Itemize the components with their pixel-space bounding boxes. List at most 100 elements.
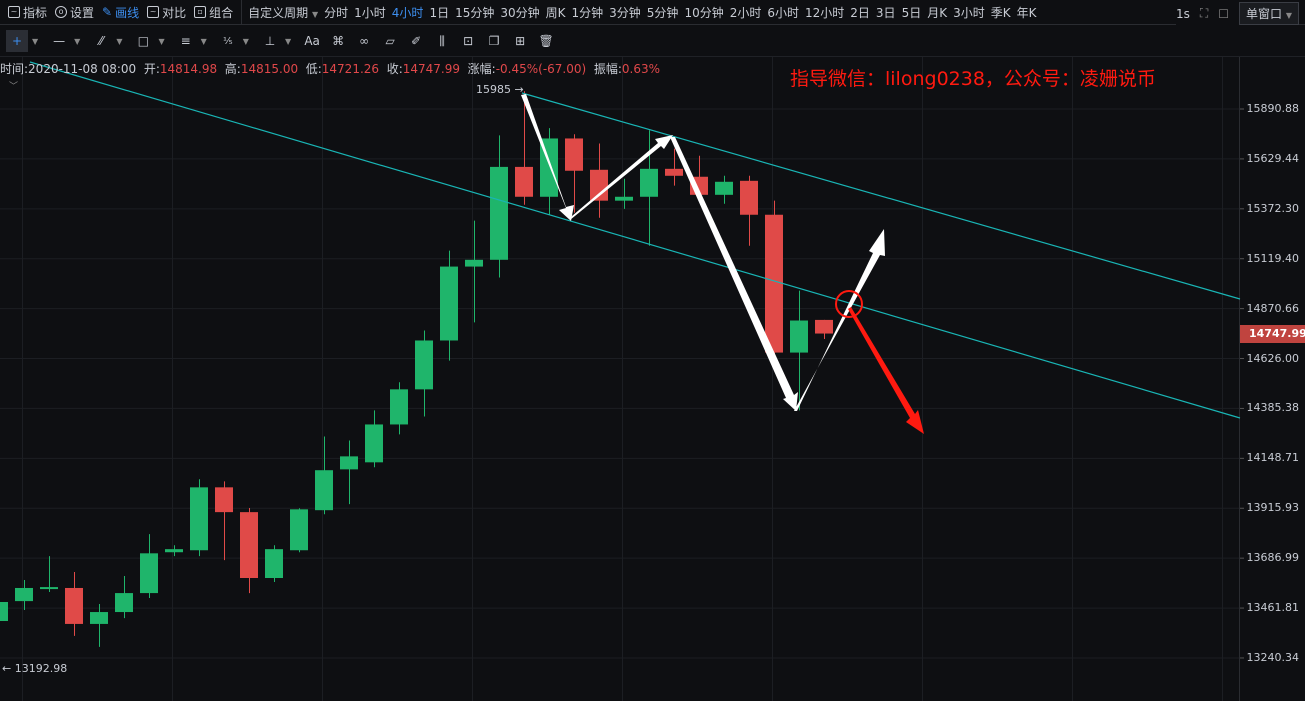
period-15[interactable]: 3日 xyxy=(875,5,896,20)
price-tick-label: 14870.66 xyxy=(1246,301,1300,315)
copy-icon[interactable]: ❐ xyxy=(488,34,500,48)
amplitude-value: 0.63% xyxy=(621,62,660,76)
candle xyxy=(640,130,658,246)
period-5[interactable]: 30分钟 xyxy=(500,5,540,20)
period-12[interactable]: 6小时 xyxy=(767,5,799,20)
chevron-down-icon[interactable]: ▼ xyxy=(74,36,81,46)
low-marker: ← 13192.98 xyxy=(2,662,68,675)
period-6[interactable]: 周K xyxy=(545,5,566,20)
period-18[interactable]: 3小时 xyxy=(953,5,985,20)
candle xyxy=(65,572,83,636)
rectangle-tool[interactable]: □ xyxy=(137,34,150,48)
price-tick-label: 14626.00 xyxy=(1246,351,1300,365)
period-20[interactable]: 年K xyxy=(1016,5,1037,20)
candle xyxy=(715,175,733,204)
candle-body xyxy=(615,196,633,201)
screenshot-icon[interactable]: ⊞ xyxy=(515,34,526,48)
candle xyxy=(0,601,8,622)
candle-body xyxy=(140,553,158,594)
candle-body xyxy=(790,320,808,353)
period-13[interactable]: 12小时 xyxy=(805,5,845,20)
ruler-icon[interactable]: ▱ xyxy=(385,34,395,48)
trend-line-tool[interactable]: ⁄⁄ xyxy=(99,34,104,48)
period-0[interactable]: 分时 xyxy=(324,5,349,20)
chevron-down-icon[interactable]: ▼ xyxy=(284,36,292,46)
period-3[interactable]: 1日 xyxy=(429,5,450,20)
chevron-down-icon[interactable]: ▼ xyxy=(32,36,39,46)
parallel-lines-tool[interactable]: ≡ xyxy=(180,34,191,48)
price-tick-label: 14385.38 xyxy=(1246,401,1300,415)
delete-icon[interactable]: 🗑 xyxy=(538,34,554,48)
period-active[interactable]: 4小时 xyxy=(391,5,424,20)
chevron-down-icon[interactable]: ▼ xyxy=(116,36,123,46)
period-14[interactable]: 2日 xyxy=(850,5,870,20)
down-arrow-1 xyxy=(521,94,574,221)
toolbar-settings[interactable]: o 设置 xyxy=(55,4,94,21)
period-4[interactable]: 15分钟 xyxy=(455,5,495,20)
chevron-down-icon: ▼ xyxy=(311,9,319,19)
candle-body xyxy=(190,487,208,551)
horizontal-line-tool[interactable]: — xyxy=(53,34,66,48)
lock-icon[interactable]: ⊡ xyxy=(463,34,474,48)
candle xyxy=(140,534,158,598)
candle xyxy=(340,440,358,505)
drawing-toolbar: + ▼ — ▼ ⁄⁄ ▼ □ ▼ ≡ ▼ ⅟₅ ▼ ⊥ ▼ Aa ⌘ ∞ ▱ ✐ ⫼ ⊡ ❐ … xyxy=(0,26,1305,57)
down-arrow-2 xyxy=(670,137,798,411)
new-window-icon[interactable]: ☐ xyxy=(1218,6,1229,21)
candlestick-chart[interactable] xyxy=(0,57,1305,701)
top-toolbar: ~ 指标 o 设置 ✎ 画线 ~ 对比 ▫ 组合 自定义周期 ▼ 分时 1小时 4小时 1日 15… xyxy=(0,0,1305,25)
candles-icon[interactable]: ⫼ xyxy=(439,33,445,48)
pattern-icon[interactable]: ⌘ xyxy=(332,34,345,48)
candles xyxy=(0,91,833,647)
period-17[interactable]: 月K xyxy=(927,5,948,20)
collapse-icon[interactable]: ﹀ xyxy=(9,82,19,92)
candle-body xyxy=(515,166,533,197)
window-mode-dropdown[interactable]: 单窗口 ▼ xyxy=(1239,2,1299,25)
candle xyxy=(115,576,133,619)
candle-body xyxy=(340,456,358,470)
candle xyxy=(390,382,408,435)
change-value: -0.45%(-67.00) xyxy=(495,62,587,76)
candle xyxy=(490,135,508,278)
chevron-down-icon: ▼ xyxy=(1285,11,1292,20)
fibonacci-tool[interactable]: ⅟₅ xyxy=(222,35,233,47)
price-tick-label: 14148.71 xyxy=(1246,451,1300,465)
candle xyxy=(440,250,458,361)
toolbar-compare[interactable]: ~ 对比 xyxy=(147,4,186,21)
candle-body xyxy=(640,168,658,197)
period-9[interactable]: 5分钟 xyxy=(646,5,679,20)
candle xyxy=(615,178,633,209)
link-icon[interactable]: ∞ xyxy=(359,34,370,48)
text-tool[interactable]: Aa xyxy=(304,34,320,48)
brush-icon[interactable]: ✐ xyxy=(411,34,422,48)
crosshair-tool[interactable]: + xyxy=(6,30,28,52)
open-value: 14814.98 xyxy=(159,62,218,76)
candle-body xyxy=(65,587,83,624)
chevron-down-icon[interactable]: ▼ xyxy=(200,36,207,46)
close-value: 14747.99 xyxy=(402,62,460,76)
period-16[interactable]: 5日 xyxy=(901,5,922,20)
period-7[interactable]: 1分钟 xyxy=(571,5,604,20)
candle xyxy=(740,175,758,246)
candle xyxy=(215,481,233,561)
toolbar-combine[interactable]: ▫ 组合 xyxy=(194,4,233,21)
chevron-down-icon[interactable]: ▼ xyxy=(158,36,165,46)
toolbar-indicators[interactable]: ~ 指标 xyxy=(8,4,47,21)
period-19[interactable]: 季K xyxy=(990,5,1011,20)
candle-body xyxy=(265,549,283,579)
measure-tool[interactable]: ⊥ xyxy=(264,34,276,48)
period-8[interactable]: 3分钟 xyxy=(609,5,641,20)
period-1[interactable]: 1小时 xyxy=(354,5,386,20)
fullscreen-icon[interactable]: ⛶ xyxy=(1199,6,1209,20)
candle-body xyxy=(415,340,433,390)
candle-body xyxy=(740,180,758,215)
candle-body xyxy=(315,470,333,511)
candle-body xyxy=(465,259,483,267)
chevron-down-icon[interactable]: ▼ xyxy=(242,36,249,46)
period-10[interactable]: 10分钟 xyxy=(684,5,724,20)
toolbar-draw[interactable]: ✎ 画线 xyxy=(102,5,140,20)
custom-period-dropdown[interactable]: 自定义周期 ▼ xyxy=(248,5,319,20)
period-11[interactable]: 2小时 xyxy=(729,5,762,20)
refresh-interval[interactable]: 1s xyxy=(1175,6,1190,21)
candle xyxy=(15,579,33,611)
